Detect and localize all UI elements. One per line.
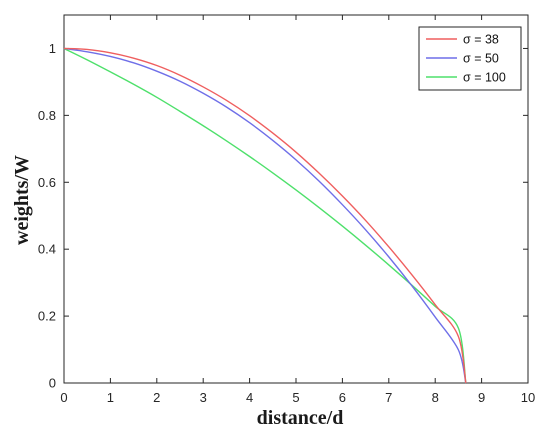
y-tick-label: 1 (49, 41, 56, 56)
x-tick-label: 4 (246, 390, 253, 405)
series-line-2 (63, 47, 467, 384)
y-tick-label: 0.2 (38, 309, 56, 324)
x-tick-label: 3 (200, 390, 207, 405)
legend-label: σ = 38 (463, 33, 499, 47)
x-tick-label: 8 (432, 390, 439, 405)
x-tick-label: 6 (339, 390, 346, 405)
legend-label: σ = 100 (463, 71, 506, 85)
y-tick-label: 0 (49, 376, 56, 391)
legend-label: σ = 50 (463, 52, 499, 66)
x-tick-label: 0 (60, 390, 67, 405)
series-line-1 (63, 47, 467, 384)
x-tick-label: 5 (292, 390, 299, 405)
x-tick-label: 2 (153, 390, 160, 405)
x-tick-label: 10 (521, 390, 535, 405)
y-tick-label: 0.6 (38, 175, 56, 190)
x-axis-label: distance/d (257, 407, 344, 429)
x-tick-label: 9 (478, 390, 485, 405)
y-axis-label: weights/W (11, 155, 33, 245)
x-tick-label: 1 (107, 390, 114, 405)
x-tick-label: 7 (385, 390, 392, 405)
y-tick-label: 0.8 (38, 108, 56, 123)
y-tick-label: 0.4 (38, 242, 56, 257)
